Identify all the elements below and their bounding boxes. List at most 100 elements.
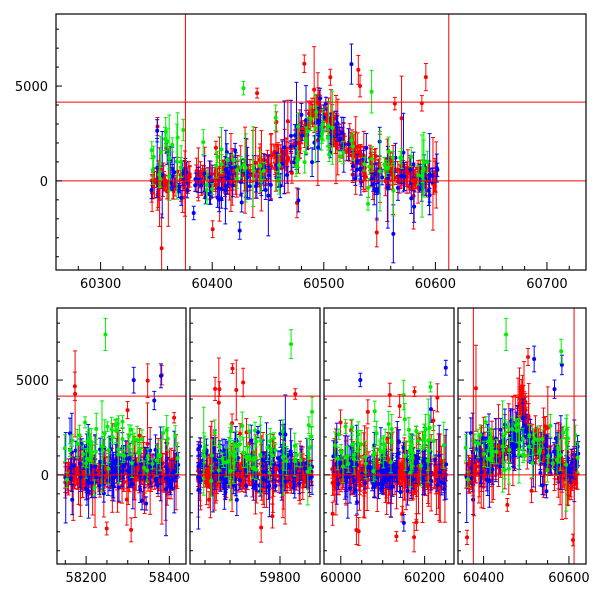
data-point bbox=[367, 164, 372, 169]
data-point bbox=[158, 373, 163, 378]
data-point bbox=[78, 475, 83, 480]
data-point bbox=[238, 165, 243, 170]
data-point bbox=[202, 171, 207, 176]
data-point bbox=[274, 119, 279, 124]
data-point bbox=[217, 197, 222, 202]
data-point bbox=[77, 433, 82, 438]
data-point bbox=[426, 188, 431, 193]
data-point bbox=[72, 463, 77, 468]
data-point bbox=[326, 123, 331, 128]
data-point bbox=[167, 482, 172, 487]
data-point bbox=[361, 157, 366, 162]
data-point bbox=[204, 182, 209, 187]
data-point bbox=[338, 136, 343, 141]
data-point bbox=[270, 514, 275, 519]
data-point bbox=[363, 174, 368, 179]
data-point bbox=[201, 140, 206, 145]
data-point bbox=[399, 174, 404, 179]
data-point bbox=[194, 169, 199, 174]
data-point bbox=[167, 174, 172, 179]
data-point bbox=[320, 122, 325, 127]
data-point bbox=[157, 172, 162, 177]
data-point bbox=[125, 408, 130, 413]
data-point bbox=[70, 438, 75, 443]
data-point bbox=[261, 168, 266, 173]
data-point bbox=[132, 437, 137, 442]
data-point bbox=[161, 430, 166, 435]
data-point bbox=[116, 485, 121, 490]
data-point bbox=[253, 160, 258, 165]
data-point bbox=[223, 183, 228, 188]
data-point bbox=[241, 86, 246, 91]
data-point bbox=[229, 165, 234, 170]
data-point bbox=[427, 172, 432, 177]
data-point bbox=[84, 456, 89, 461]
bottom-segment: 58200 58400 0 5000 bbox=[16, 307, 190, 586]
data-point bbox=[337, 154, 342, 159]
data-point bbox=[110, 435, 115, 440]
data-point bbox=[77, 461, 82, 466]
data-point bbox=[98, 459, 103, 464]
data-point bbox=[339, 130, 344, 135]
data-point bbox=[165, 139, 170, 144]
data-point bbox=[234, 388, 239, 393]
data-point bbox=[382, 162, 387, 167]
data-point bbox=[312, 87, 317, 92]
bottom-segment: 59800 bbox=[189, 307, 321, 586]
data-point bbox=[327, 152, 332, 157]
data-point bbox=[145, 378, 150, 383]
data-point bbox=[170, 166, 175, 171]
data-point bbox=[230, 183, 235, 188]
data-point bbox=[89, 480, 94, 485]
data-point bbox=[346, 142, 351, 147]
data-point bbox=[356, 67, 361, 72]
data-point bbox=[405, 170, 410, 175]
data-point bbox=[106, 466, 111, 471]
data-point bbox=[214, 163, 219, 168]
data-point bbox=[129, 527, 134, 532]
data-point bbox=[359, 179, 364, 184]
data-point bbox=[120, 419, 125, 424]
data-point bbox=[302, 128, 307, 133]
data-point bbox=[62, 446, 67, 451]
data-point bbox=[296, 198, 301, 203]
top-panel: 60300 60400 60500 60600 60700 0 5000 bbox=[15, 13, 587, 292]
data-point bbox=[172, 170, 177, 175]
data-point bbox=[173, 433, 178, 438]
data-point bbox=[167, 156, 172, 161]
data-point bbox=[87, 436, 92, 441]
x-tick-label: 60400 bbox=[192, 277, 233, 292]
data-point bbox=[226, 170, 231, 175]
data-point bbox=[247, 184, 252, 189]
data-point bbox=[172, 470, 177, 475]
data-point bbox=[122, 479, 127, 484]
data-point bbox=[263, 187, 268, 192]
data-point bbox=[277, 163, 282, 168]
data-point bbox=[385, 185, 390, 190]
data-point bbox=[210, 227, 215, 232]
data-point bbox=[81, 452, 86, 457]
x-tick-label: 60500 bbox=[303, 277, 344, 292]
data-point bbox=[268, 182, 273, 187]
data-point bbox=[241, 380, 246, 385]
data-point bbox=[122, 453, 127, 458]
data-point bbox=[150, 461, 155, 466]
data-point bbox=[140, 498, 145, 503]
data-point bbox=[70, 497, 75, 502]
data-point bbox=[334, 122, 339, 127]
data-point bbox=[213, 182, 218, 187]
data-point bbox=[425, 159, 430, 164]
data-point bbox=[121, 464, 126, 469]
data-point bbox=[127, 455, 132, 460]
data-point bbox=[159, 246, 164, 251]
data-point bbox=[133, 477, 138, 482]
data-point bbox=[137, 433, 142, 438]
data-point bbox=[358, 151, 363, 156]
data-point bbox=[138, 487, 143, 492]
data-point bbox=[145, 454, 150, 459]
data-point bbox=[377, 169, 382, 174]
data-point bbox=[385, 166, 390, 171]
data-point bbox=[362, 162, 367, 167]
data-point bbox=[210, 186, 215, 191]
data-point bbox=[130, 482, 135, 487]
